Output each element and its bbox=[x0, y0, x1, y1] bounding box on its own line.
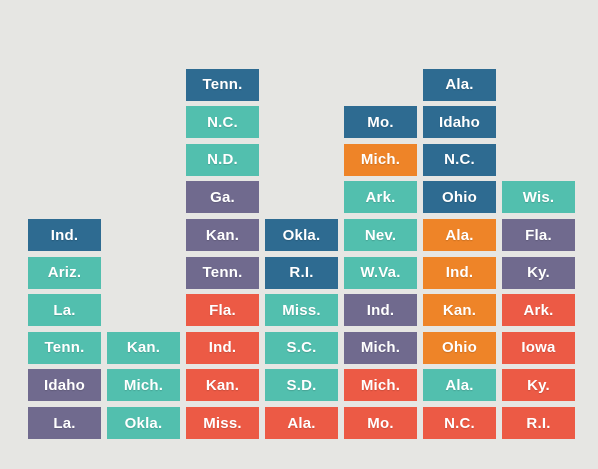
chart-tile: Ala. bbox=[423, 219, 496, 251]
chart-tile: S.C. bbox=[265, 331, 338, 364]
chart-tile: Idaho bbox=[423, 106, 496, 139]
chart-tile: Kan. bbox=[186, 219, 259, 251]
chart-tile: Fla. bbox=[186, 294, 259, 327]
chart-tile: Wis. bbox=[502, 181, 575, 214]
chart-tile: Tenn. bbox=[186, 256, 259, 289]
chart-tile: Ark. bbox=[502, 294, 575, 327]
chart-tile: Kan. bbox=[107, 331, 180, 364]
chart-tile: R.I. bbox=[265, 256, 338, 289]
chart-tile: Mich. bbox=[344, 331, 417, 364]
chart-tile: S.D. bbox=[265, 369, 338, 402]
chart-tile: Kan. bbox=[186, 369, 259, 402]
chart-tile: Ariz. bbox=[28, 256, 101, 289]
chart-tile: Ind. bbox=[28, 219, 101, 251]
chart-tile: Idaho bbox=[28, 369, 101, 402]
chart-tile: Miss. bbox=[265, 294, 338, 327]
chart-tile: W.Va. bbox=[344, 256, 417, 289]
chart-tile: Ohio bbox=[423, 331, 496, 364]
chart-tile: Ohio bbox=[423, 181, 496, 214]
chart-tile: R.I. bbox=[502, 407, 575, 439]
chart-tile: Ala. bbox=[423, 369, 496, 402]
chart-tile: Mo. bbox=[344, 106, 417, 139]
chart-tile: N.C. bbox=[186, 106, 259, 139]
chart-tile: Ky. bbox=[502, 256, 575, 289]
chart-tile: Tenn. bbox=[186, 68, 259, 101]
chart-tile: Mich. bbox=[107, 369, 180, 402]
chart-tile: Ga. bbox=[186, 181, 259, 214]
chart-tile: Ark. bbox=[344, 181, 417, 214]
chart-tile: Mo. bbox=[344, 407, 417, 439]
chart-tile: Tenn. bbox=[28, 331, 101, 364]
chart-tile: Miss. bbox=[186, 407, 259, 439]
chart-tile: Iowa bbox=[502, 331, 575, 364]
chart-tile: N.C. bbox=[423, 407, 496, 439]
chart-tile: Ind. bbox=[423, 256, 496, 289]
chart-tile: N.C. bbox=[423, 143, 496, 176]
chart-tile: Mich. bbox=[344, 369, 417, 402]
chart-tile: Okla. bbox=[265, 219, 338, 251]
chart-tile: Ala. bbox=[423, 68, 496, 101]
chart-tile: Kan. bbox=[423, 294, 496, 327]
chart-tile: Ala. bbox=[265, 407, 338, 439]
chart-tile: Ind. bbox=[344, 294, 417, 327]
chart-tile: N.D. bbox=[186, 143, 259, 176]
chart-tile: La. bbox=[28, 294, 101, 327]
chart-tile: Fla. bbox=[502, 219, 575, 251]
chart-tile: La. bbox=[28, 407, 101, 439]
chart-tile: Ind. bbox=[186, 331, 259, 364]
chart-tile: Ky. bbox=[502, 369, 575, 402]
chart-tile: Okla. bbox=[107, 407, 180, 439]
chart-tile: Nev. bbox=[344, 219, 417, 251]
chart-tile: Mich. bbox=[344, 143, 417, 176]
